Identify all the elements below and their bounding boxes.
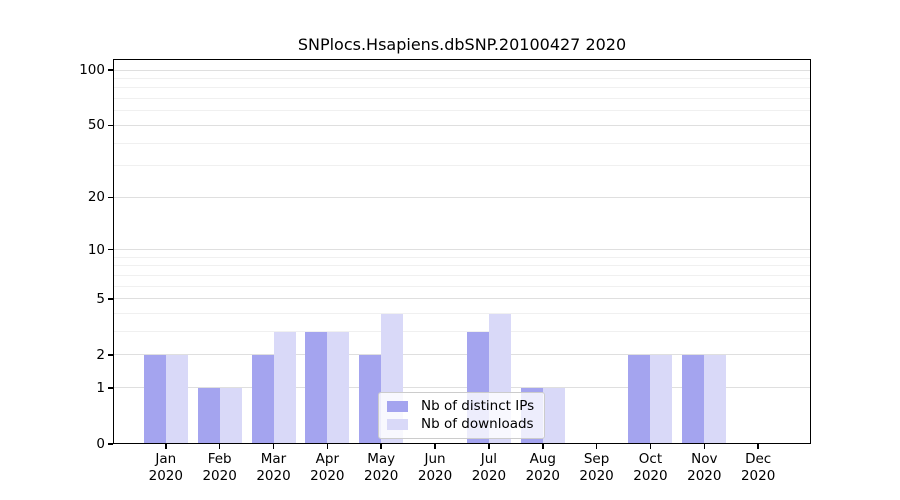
x-tick-label-mar: Mar 2020 — [256, 451, 291, 484]
x-tick-oct — [649, 444, 652, 449]
minor-gridline-60 — [113, 110, 811, 112]
x-axis: Jan 2020 Feb 2020 Mar 2020 Apr 2020 May 2020… — [113, 59, 811, 484]
x-tick-label-jun: Jun 2020 — [417, 451, 453, 484]
y-axis: 100 50 20 10 5 2 1 0 — [79, 59, 811, 452]
major-gridline-50 — [113, 124, 811, 126]
major-gridline-1 — [113, 387, 811, 389]
x-tick-dec — [757, 444, 759, 449]
bar-feb-distinct-ips — [197, 387, 220, 444]
bar-oct-distinct-ips — [628, 354, 651, 444]
minor-gridline-80 — [113, 87, 811, 89]
major-gridline-20 — [113, 196, 811, 198]
y-tick-label-50: 50 — [87, 117, 105, 134]
bar-nov-distinct-ips — [682, 354, 705, 444]
major-gridline-10 — [113, 249, 811, 251]
y-tick-50 — [108, 124, 113, 127]
x-tick-apr — [326, 444, 329, 449]
bar-mar-downloads — [273, 331, 296, 444]
bar-aug-downloads — [542, 387, 565, 444]
x-tick-jul — [488, 444, 490, 449]
x-tick-label-apr: Apr 2020 — [310, 451, 345, 484]
legend-item-downloads: Nb of downloads — [387, 416, 536, 433]
bar-oct-downloads — [650, 354, 673, 444]
y-tick-label-5: 5 — [96, 290, 105, 307]
minor-gridline-7 — [113, 274, 811, 276]
legend-swatch-distinct-ips — [387, 401, 408, 412]
y-tick-label-1: 1 — [96, 379, 105, 396]
y-tick-label-2: 2 — [96, 346, 105, 363]
y-tick-label-10: 10 — [87, 241, 105, 258]
x-tick-label-dec: Dec 2020 — [740, 451, 776, 484]
minor-gridline-3 — [113, 331, 811, 333]
minor-gridline-8 — [113, 265, 811, 267]
legend: Nb of distinct IPs Nb of downloads — [378, 392, 545, 439]
y-tick-label-20: 20 — [87, 189, 105, 206]
x-tick-jan — [165, 444, 167, 449]
x-tick-label-aug: Aug 2020 — [525, 451, 560, 484]
y-tick-label-100: 100 — [79, 62, 105, 78]
minor-gridline-9 — [113, 256, 811, 258]
y-tick-0 — [108, 443, 113, 445]
bar-nov-downloads — [704, 354, 727, 444]
x-tick-may — [380, 444, 382, 449]
x-tick-label-sep: Sep 2020 — [579, 451, 614, 484]
legend-item-distinct-ips: Nb of distinct IPs — [387, 398, 536, 415]
minor-gridline-6 — [113, 285, 811, 287]
plot-area: 100 50 20 10 5 2 1 0 Jan 2020 Feb 2020 Mar 2020 Ap… — [79, 59, 811, 484]
bar-jan-downloads — [165, 354, 188, 444]
x-tick-label-jul: Jul 2020 — [471, 451, 507, 484]
x-tick-feb — [218, 444, 221, 449]
legend-label-downloads: Nb of downloads — [421, 416, 534, 432]
minor-gridline-4 — [113, 313, 811, 315]
x-tick-mar — [272, 444, 275, 449]
y-tick-20 — [108, 196, 113, 199]
gridlines-layer — [113, 59, 811, 444]
major-gridline-2 — [113, 354, 811, 356]
x-tick-sep — [595, 444, 598, 449]
minor-gridline-90 — [113, 77, 811, 79]
y-tick-label-0: 0 — [96, 436, 105, 452]
y-tick-100 — [108, 69, 113, 71]
x-tick-label-feb: Feb 2020 — [202, 451, 237, 484]
y-tick-10 — [108, 248, 113, 251]
bar-apr-distinct-ips — [305, 331, 328, 444]
x-tick-label-oct: Oct 2020 — [633, 451, 668, 484]
bars-layer — [113, 59, 811, 444]
major-gridline-100 — [113, 69, 811, 71]
x-tick-aug — [542, 444, 544, 449]
y-tick-1 — [108, 387, 113, 389]
minor-gridline-40 — [113, 142, 811, 144]
minor-gridline-70 — [113, 98, 811, 100]
chart-title: SNPlocs.Hsapiens.dbSNP.20100427 2020 — [297, 35, 627, 54]
legend-label-distinct-ips: Nb of distinct IPs — [421, 398, 535, 414]
bar-jan-distinct-ips — [143, 354, 166, 444]
y-tick-5 — [108, 298, 113, 300]
x-tick-label-jan: Jan 2020 — [148, 451, 183, 484]
x-tick-nov — [703, 444, 706, 449]
x-tick-label-nov: Nov 2020 — [687, 451, 722, 484]
bar-mar-distinct-ips — [251, 354, 274, 444]
bar-feb-downloads — [219, 387, 242, 444]
bar-apr-downloads — [327, 331, 350, 444]
y-tick-2 — [108, 354, 113, 356]
x-tick-jun — [434, 444, 436, 449]
bar-may-distinct-ips — [359, 354, 382, 444]
major-gridline-5 — [113, 298, 811, 300]
minor-gridline-30 — [113, 165, 811, 167]
legend-swatch-downloads — [387, 419, 408, 430]
x-tick-label-may: May 2020 — [364, 451, 399, 484]
